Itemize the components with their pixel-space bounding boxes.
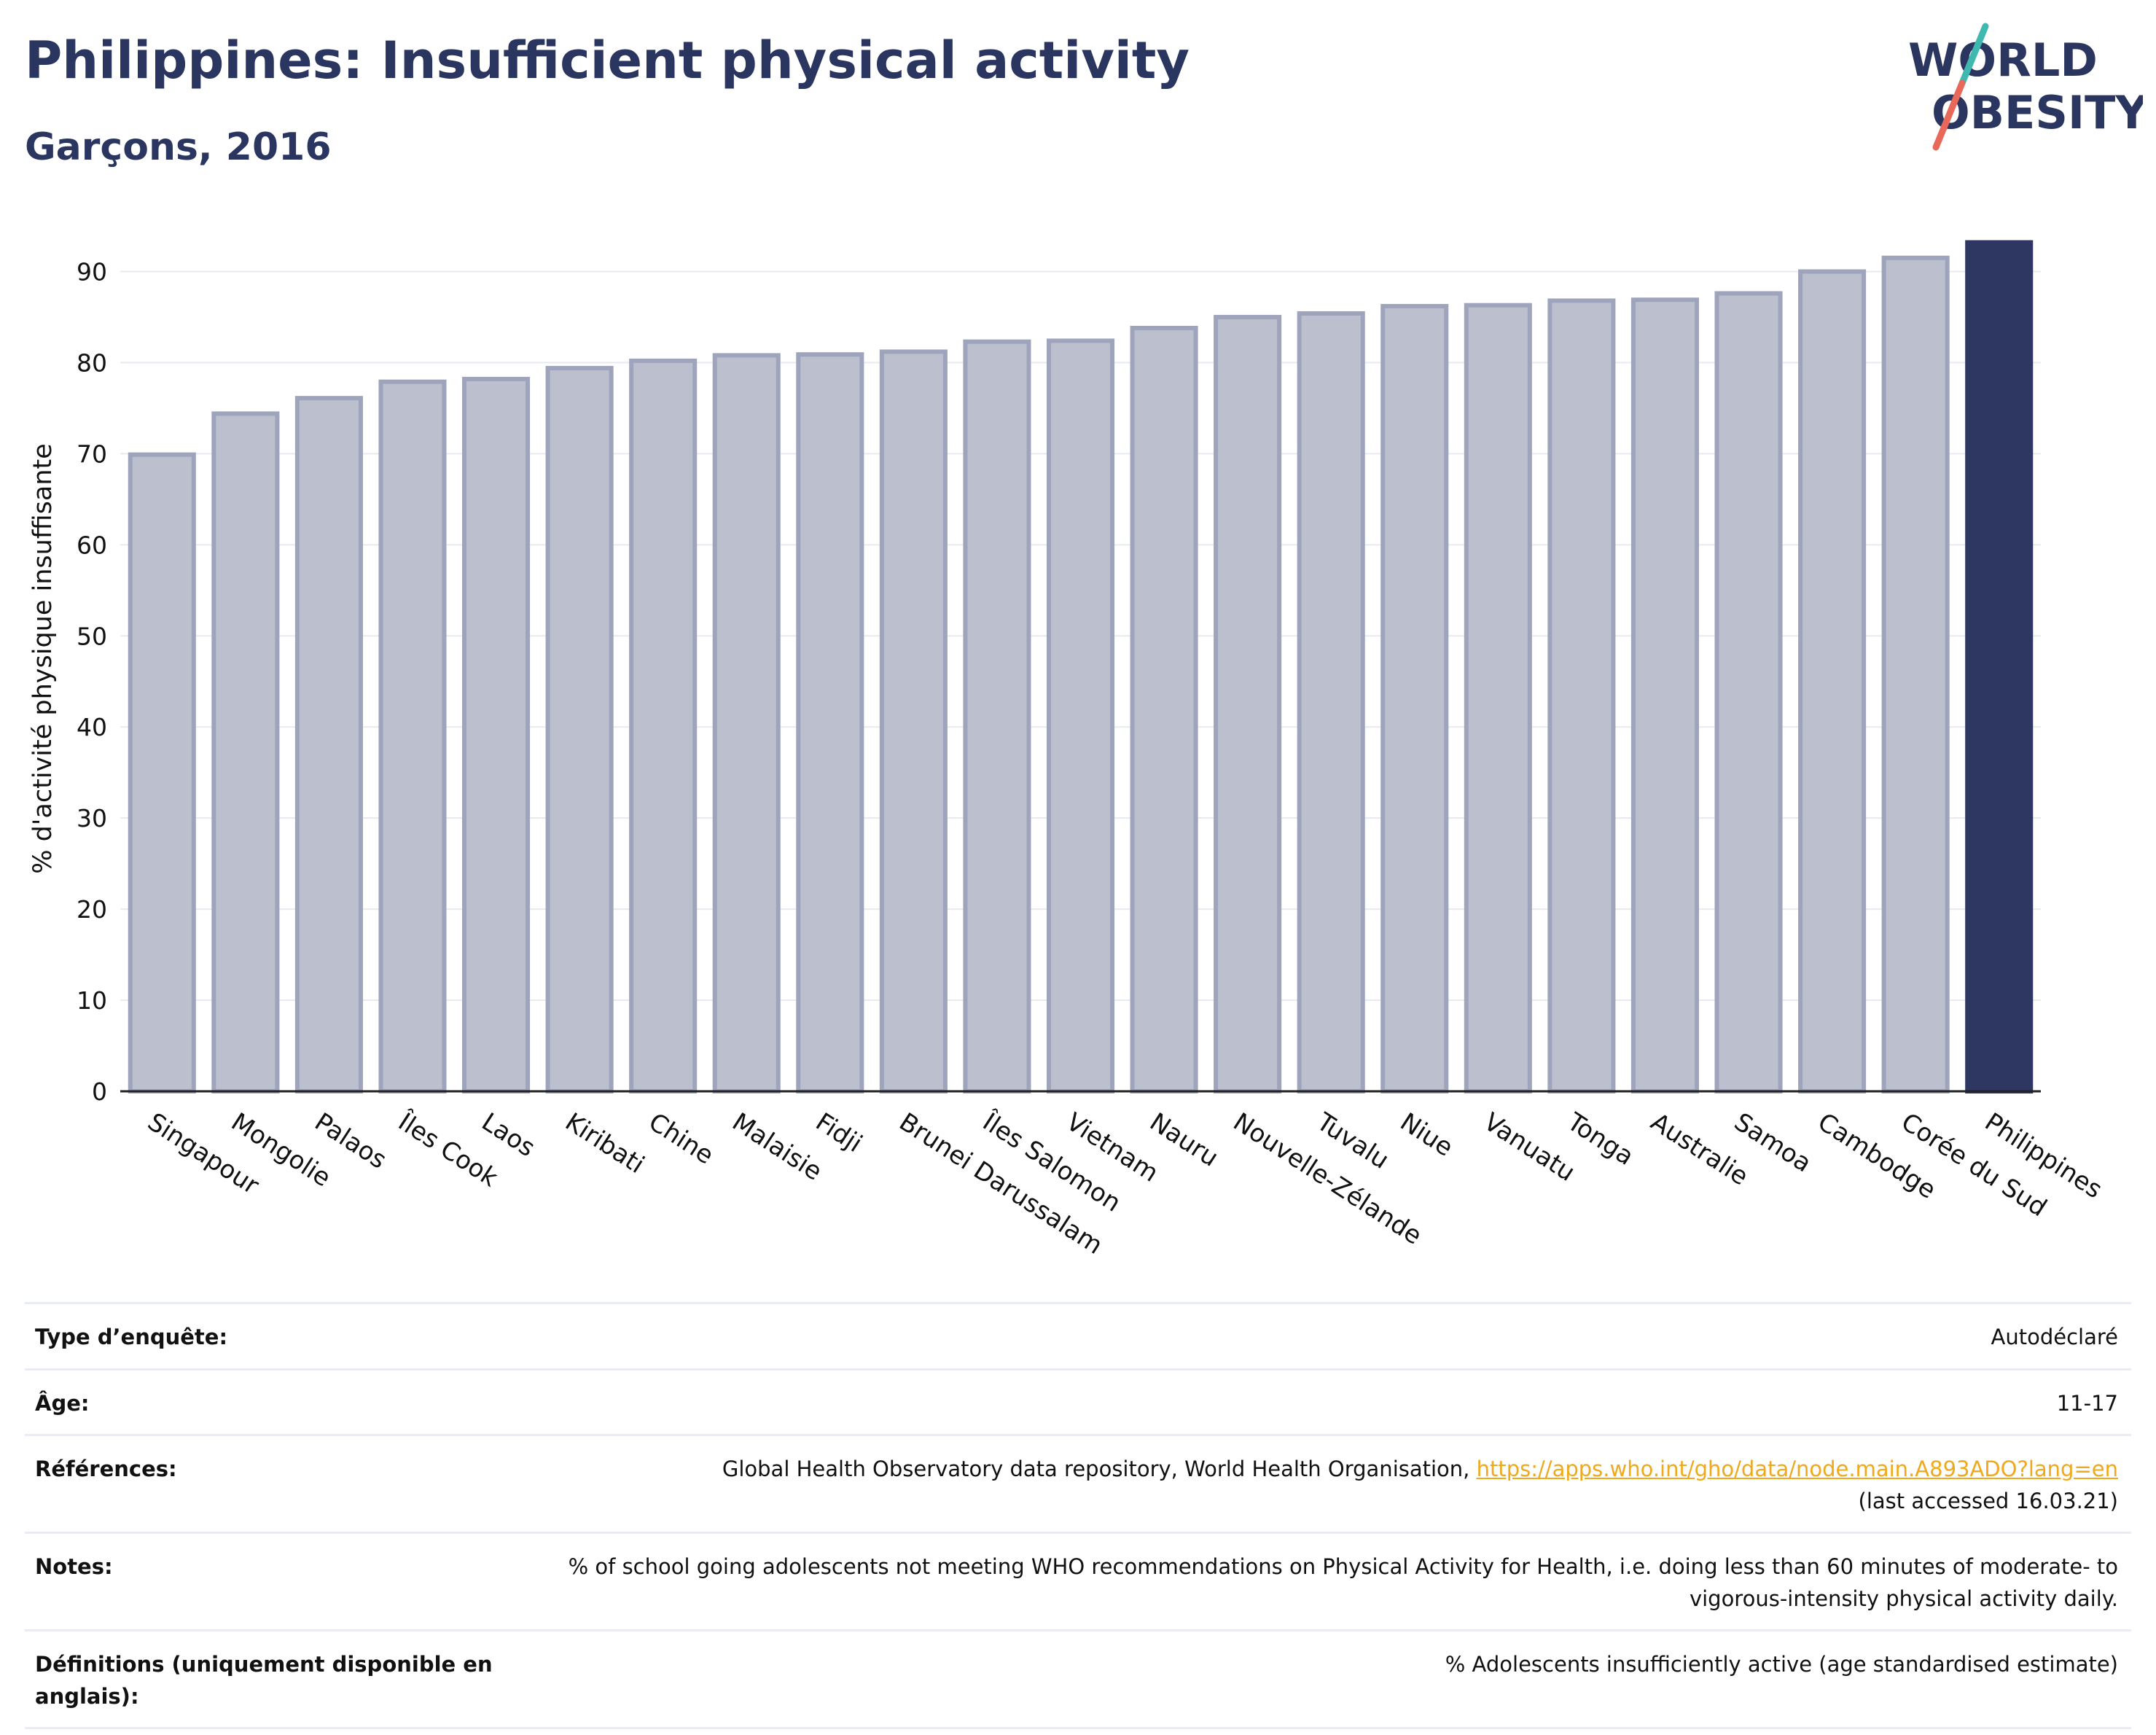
y-tick-label: 20 — [77, 895, 107, 924]
x-label-fidji: Fidji — [811, 1107, 867, 1158]
survey-type-label: Type d’enquête: — [25, 1302, 516, 1369]
chart-title: Philippines: Insufficient physical activ… — [25, 31, 1190, 90]
world-obesity-logo: WORLD OBESITY — [1908, 23, 2143, 151]
bar-niue — [1380, 303, 1449, 1093]
y-tick-label: 0 — [92, 1077, 107, 1106]
bar-chine — [629, 358, 698, 1093]
bar-mongolie — [211, 411, 280, 1093]
y-tick-label: 90 — [77, 257, 107, 286]
bar-australie — [1630, 297, 1699, 1093]
bar-singapour — [128, 452, 196, 1093]
y-tick-label: 10 — [77, 986, 107, 1015]
info-row-notes: Notes: % of school going adolescents not… — [25, 1532, 2131, 1631]
definitions-value: % Adolescents insufficiently active (age… — [516, 1629, 2131, 1729]
references-accessed: (last accessed 16.03.21) — [1858, 1488, 2118, 1513]
age-label: Âge: — [25, 1368, 516, 1435]
x-label-laos: Laos — [477, 1107, 540, 1163]
notes-value: % of school going adolescents not meetin… — [516, 1532, 2131, 1631]
y-axis-ticks: 0 10 20 30 40 50 60 70 80 90 — [77, 257, 107, 1106]
info-row-definitions: Définitions (uniquement disponible en an… — [25, 1629, 2131, 1729]
chart-subtitle: Garçons, 2016 — [25, 125, 332, 169]
age-value: 11-17 — [516, 1368, 2131, 1435]
bar-cambodge — [1798, 269, 1867, 1094]
bar-nauru — [1130, 325, 1198, 1093]
references-label: Références: — [25, 1434, 516, 1533]
bar-tonga — [1547, 298, 1616, 1094]
logo-slash-top — [1958, 23, 1989, 87]
bar-vietnam — [1046, 338, 1115, 1093]
x-label-vanuatu: Vanuatu — [1478, 1107, 1579, 1188]
logo-slash-bottom — [1932, 79, 1966, 151]
bar-malaisie — [712, 353, 781, 1093]
references-link[interactable]: https://apps.who.int/gho/data/node.main.… — [1476, 1457, 2118, 1481]
y-tick-label: 50 — [77, 622, 107, 650]
y-tick-label: 80 — [77, 348, 107, 377]
notes-label: Notes: — [25, 1532, 516, 1631]
survey-type-value: Autodéclaré — [516, 1302, 2131, 1369]
bars — [128, 240, 2034, 1094]
info-table: Type d’enquête: Autodéclaré Âge: 11-17 R… — [25, 1302, 2131, 1729]
bar-brunei-darussalam — [879, 349, 948, 1093]
references-text: Global Health Observatory data repositor… — [722, 1457, 1470, 1481]
x-label-coree-du-sud: Corée du Sud — [1896, 1107, 2052, 1223]
bar-samoa — [1714, 291, 1783, 1093]
definitions-label: Définitions (uniquement disponible en an… — [25, 1629, 516, 1729]
y-tick-label: 40 — [77, 713, 107, 741]
info-row-age: Âge: 11-17 — [25, 1368, 2131, 1435]
references-value: Global Health Observatory data repositor… — [516, 1434, 2131, 1533]
bar-philippines — [1965, 240, 2034, 1094]
bar-iles-salomon — [963, 339, 1031, 1094]
bar-laos — [462, 376, 531, 1093]
y-axis-label: % d'activité physique insuffisante — [28, 443, 58, 874]
info-row-survey-type: Type d’enquête: Autodéclaré — [25, 1302, 2131, 1369]
y-tick-label: 70 — [77, 440, 107, 468]
x-label-kiribati: Kiribati — [560, 1107, 649, 1180]
logo-text-world: WORLD — [1908, 34, 2098, 87]
bar-kiribati — [545, 365, 614, 1093]
bar-palaos — [294, 396, 363, 1093]
bar-coree-du-sud — [1881, 255, 1950, 1093]
bar-fidji — [796, 352, 864, 1093]
x-label-chine: Chine — [644, 1107, 719, 1170]
bar-chart: 0 10 20 30 40 50 60 70 80 90 SingapourMongoliePal… — [28, 240, 2107, 1260]
bar-vanuatu — [1464, 303, 1532, 1093]
info-row-references: Références: Global Health Observatory da… — [25, 1434, 2131, 1533]
x-label-niue: Niue — [1395, 1107, 1458, 1163]
x-label-malaisie: Malaisie — [727, 1107, 827, 1187]
y-tick-label: 60 — [77, 531, 107, 559]
logo-text-obesity: OBESITY — [1932, 86, 2143, 139]
bar-nouvelle-zelande — [1214, 314, 1282, 1093]
y-tick-label: 30 — [77, 804, 107, 833]
bar-iles-cook — [378, 379, 447, 1093]
bar-tuvalu — [1297, 311, 1365, 1093]
